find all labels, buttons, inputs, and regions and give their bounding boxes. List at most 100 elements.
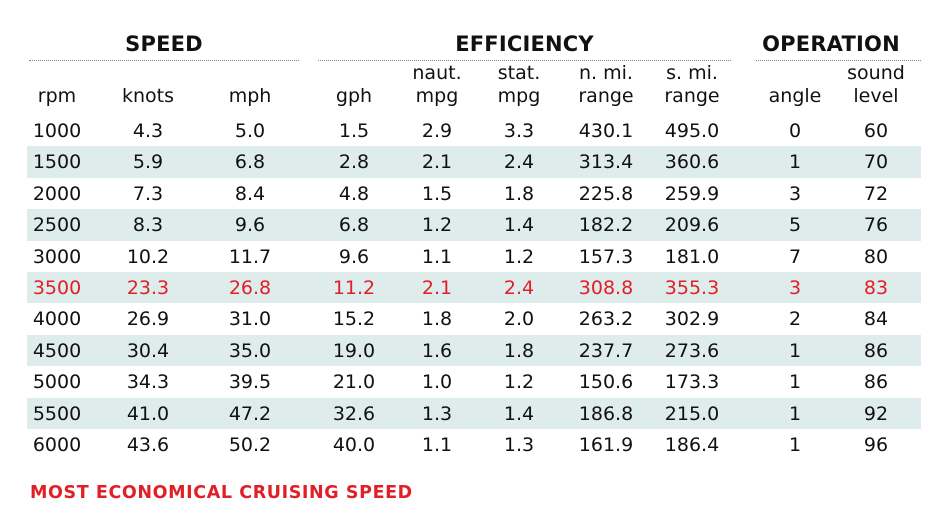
table-row: 1000 4.3 5.0 1.5 2.9 3.3 430.1 495.0 0 60 (27, 115, 921, 146)
cell-knots: 10.2 (126, 245, 170, 268)
table-row: 2500 8.3 9.6 6.8 1.2 1.4 182.2 209.6 5 76 (27, 209, 921, 241)
column-header-knots: knots (121, 85, 175, 107)
group-title-speed: SPEED (125, 32, 203, 56)
cell-nmi_range: 182.2 (578, 214, 634, 237)
cell-gph: 15.2 (332, 308, 376, 331)
cell-sound_level: 76 (863, 214, 889, 237)
cell-smi_range: 181.0 (664, 245, 720, 268)
cell-gph: 19.0 (332, 339, 376, 362)
cell-stat_mpg: 2.4 (503, 277, 535, 299)
cell-stat_mpg: 3.3 (503, 120, 535, 142)
cell-rpm: 1000 (32, 120, 82, 142)
cell-nmi_range: 237.7 (578, 339, 634, 362)
cell-gph: 11.2 (332, 277, 376, 299)
cell-nmi_range: 150.6 (578, 371, 634, 394)
cell-nmi_range: 225.8 (578, 182, 634, 205)
cell-mph: 11.7 (228, 245, 272, 268)
cell-smi_range: 360.6 (664, 151, 720, 174)
cell-angle: 2 (788, 308, 802, 331)
table-row: 4500 30.4 35.0 19.0 1.6 1.8 237.7 273.6 1 86 (27, 334, 921, 367)
table-row: 5500 41.0 47.2 32.6 1.3 1.4 186.8 215.0 1 92 (27, 397, 921, 429)
cell-smi_range: 259.9 (664, 182, 720, 205)
table-row: 1500 5.9 6.8 2.8 2.1 2.4 313.4 360.6 1 70 (27, 146, 921, 178)
cell-stat_mpg: 1.8 (503, 182, 535, 205)
cell-knots: 8.3 (132, 214, 164, 237)
cell-mph: 5.0 (234, 120, 266, 142)
cell-angle: 0 (788, 120, 802, 142)
cell-knots: 34.3 (126, 371, 170, 394)
cell-angle: 1 (788, 339, 802, 362)
cell-knots: 43.6 (126, 434, 170, 456)
footer-note: MOST ECONOMICAL CRUISING SPEED (30, 483, 413, 503)
column-header-gph: gph (335, 85, 373, 107)
cell-angle: 1 (788, 434, 802, 456)
cell-mph: 6.8 (234, 151, 266, 174)
cell-knots: 26.9 (126, 308, 170, 331)
cell-knots: 4.3 (132, 120, 164, 142)
cell-gph: 21.0 (332, 371, 376, 394)
cell-mph: 50.2 (228, 434, 272, 456)
table-row: 2000 7.3 8.4 4.8 1.5 1.8 225.8 259.9 3 72 (27, 178, 921, 209)
column-header-smi_range-line1: s. mi. (666, 62, 718, 84)
column-header-angle: angle (768, 85, 822, 107)
column-header-nmi_range-line1: n. mi. (579, 62, 633, 84)
cell-sound_level: 92 (863, 402, 889, 425)
cell-stat_mpg: 1.4 (503, 214, 535, 237)
cell-knots: 5.9 (132, 151, 164, 174)
cell-gph: 9.6 (338, 245, 370, 268)
cell-smi_range: 173.3 (664, 371, 720, 394)
cell-rpm: 4000 (32, 308, 82, 331)
cell-mph: 31.0 (228, 308, 272, 331)
cell-smi_range: 355.3 (664, 277, 720, 299)
cell-knots: 23.3 (126, 277, 170, 299)
cell-sound_level: 72 (863, 182, 889, 205)
cell-stat_mpg: 1.3 (503, 434, 535, 456)
table-row: 3000 10.2 11.7 9.6 1.1 1.2 157.3 181.0 7 80 (27, 241, 921, 272)
column-header-stat_mpg-line1: stat. (497, 62, 541, 84)
cell-naut_mpg: 1.2 (421, 214, 453, 237)
cell-smi_range: 495.0 (664, 120, 720, 142)
cell-nmi_range: 186.8 (578, 402, 634, 425)
cell-naut_mpg: 1.0 (421, 371, 453, 394)
cell-smi_range: 302.9 (664, 308, 720, 331)
cell-gph: 1.5 (338, 120, 370, 142)
cell-naut_mpg: 1.1 (421, 245, 453, 268)
column-header-mph: mph (228, 85, 272, 107)
cell-sound_level: 86 (863, 371, 889, 394)
table-row: 5000 34.3 39.5 21.0 1.0 1.2 150.6 173.3 1 86 (27, 366, 921, 397)
cell-angle: 1 (788, 151, 802, 174)
cell-angle: 7 (788, 245, 802, 268)
cell-mph: 26.8 (228, 277, 272, 299)
cell-naut_mpg: 2.1 (421, 277, 453, 299)
cell-rpm: 5000 (32, 371, 82, 394)
column-header-rpm: rpm (37, 85, 77, 107)
group-title-efficiency: EFFICIENCY (455, 32, 594, 56)
cell-nmi_range: 161.9 (578, 434, 634, 456)
cell-gph: 40.0 (332, 434, 376, 456)
cell-gph: 32.6 (332, 402, 376, 425)
cell-stat_mpg: 1.8 (503, 339, 535, 362)
cell-rpm: 3000 (32, 245, 82, 268)
cell-knots: 41.0 (126, 402, 170, 425)
table-row: 6000 43.6 50.2 40.0 1.1 1.3 161.9 186.4 1 96 (27, 429, 921, 460)
cell-naut_mpg: 1.6 (421, 339, 453, 362)
cell-rpm: 1500 (32, 151, 82, 174)
cell-naut_mpg: 1.3 (421, 402, 453, 425)
cell-mph: 39.5 (228, 371, 272, 394)
cell-knots: 7.3 (132, 182, 164, 205)
cell-gph: 4.8 (338, 182, 370, 205)
group-title-operation: OPERATION (762, 32, 900, 56)
column-header-naut_mpg-line1: naut. (412, 62, 462, 84)
column-header-nmi_range: range (578, 85, 634, 107)
cell-stat_mpg: 2.0 (503, 308, 535, 331)
cell-smi_range: 215.0 (664, 402, 720, 425)
cell-sound_level: 80 (863, 245, 889, 268)
cell-nmi_range: 313.4 (578, 151, 634, 174)
column-header-smi_range: range (664, 85, 720, 107)
cell-nmi_range: 263.2 (578, 308, 634, 331)
cell-nmi_range: 308.8 (578, 277, 634, 299)
group-rule-speed (29, 60, 299, 61)
cell-angle: 3 (788, 182, 802, 205)
cell-rpm: 4500 (32, 339, 82, 362)
cell-mph: 35.0 (228, 339, 272, 362)
